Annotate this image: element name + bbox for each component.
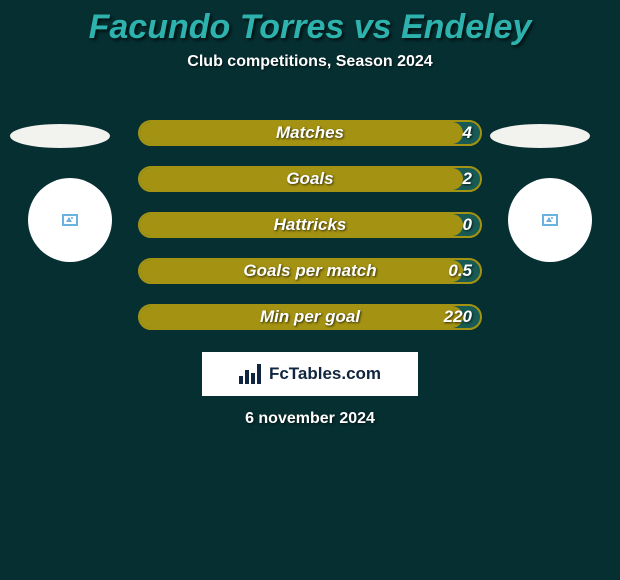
comparison-card: Facundo Torres vs Endeley Club competiti… (0, 0, 620, 580)
bar-track (138, 212, 482, 238)
datestamp: 6 november 2024 (0, 410, 620, 428)
page-subtitle: Club competitions, Season 2024 (0, 53, 620, 71)
bar-track (138, 120, 482, 146)
stat-row-hattricks: Hattricks0 (0, 212, 620, 238)
bar-track (138, 258, 482, 284)
stat-value: 220 (444, 304, 472, 330)
stats-chart: Matches4 Goals2 Hattricks0 Goals per match0… (0, 120, 620, 350)
bar-fill (140, 168, 463, 190)
bars-logo-icon (239, 364, 263, 384)
bar-fill (140, 260, 463, 282)
bar-fill (140, 122, 463, 144)
stat-row-min-per-goal: Min per goal220 (0, 304, 620, 330)
stat-value: 0.5 (448, 258, 472, 284)
stat-value: 4 (463, 120, 472, 146)
stat-row-goals-per-match: Goals per match0.5 (0, 258, 620, 284)
stat-value: 0 (463, 212, 472, 238)
stat-row-matches: Matches4 (0, 120, 620, 146)
bar-fill (140, 214, 463, 236)
bar-track (138, 166, 482, 192)
page-title: Facundo Torres vs Endeley (0, 0, 620, 47)
attribution-text: FcTables.com (269, 364, 381, 384)
bar-fill (140, 306, 463, 328)
stat-value: 2 (463, 166, 472, 192)
bar-track (138, 304, 482, 330)
stat-row-goals: Goals2 (0, 166, 620, 192)
attribution-badge: FcTables.com (202, 352, 418, 396)
